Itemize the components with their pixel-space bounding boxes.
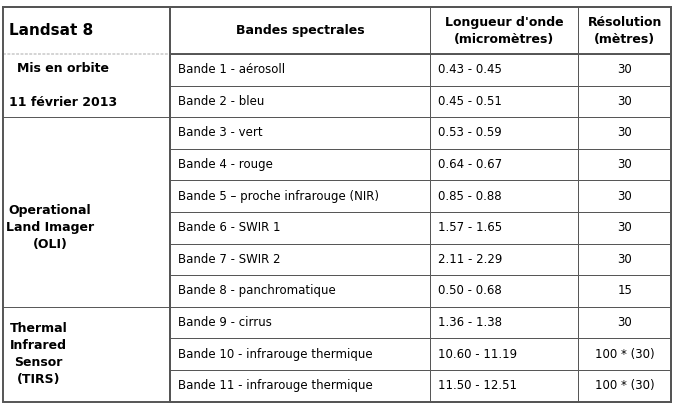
Bar (170, 7, 671, 402)
Text: 0.50 - 0.68: 0.50 - 0.68 (437, 285, 501, 297)
Bar (578, 244, 671, 275)
Text: Bande 5 – proche infrarouge (NIR): Bande 5 – proche infrarouge (NIR) (178, 190, 379, 202)
Bar (429, 212, 578, 244)
Text: 11.50 - 12.51: 11.50 - 12.51 (437, 379, 517, 392)
Text: 30: 30 (617, 126, 632, 139)
Bar (578, 7, 671, 54)
Text: Bande 3 - vert: Bande 3 - vert (178, 126, 263, 139)
Bar (429, 370, 578, 402)
Bar (170, 338, 429, 370)
Text: 10.60 - 11.19: 10.60 - 11.19 (437, 348, 517, 361)
Text: 0.45 - 0.51: 0.45 - 0.51 (437, 95, 501, 108)
Text: Bande 2 - bleu: Bande 2 - bleu (178, 95, 265, 108)
Bar (429, 7, 578, 54)
Text: 0.85 - 0.88: 0.85 - 0.88 (437, 190, 501, 202)
Text: Bande 9 - cirrus: Bande 9 - cirrus (178, 316, 272, 329)
Text: 0.43 - 0.45: 0.43 - 0.45 (437, 63, 501, 76)
Text: 30: 30 (617, 221, 632, 234)
Text: 30: 30 (617, 63, 632, 76)
Bar (578, 275, 671, 307)
Text: 30: 30 (617, 253, 632, 266)
Bar (429, 244, 578, 275)
Bar (578, 149, 671, 180)
Bar (429, 275, 578, 307)
Bar (170, 85, 429, 117)
Bar (578, 85, 671, 117)
Bar (170, 117, 429, 149)
Text: Bandes spectrales: Bandes spectrales (236, 24, 364, 37)
Bar (429, 117, 578, 149)
Bar (429, 149, 578, 180)
Bar (578, 212, 671, 244)
Text: 100 * (30): 100 * (30) (595, 348, 654, 361)
Bar (429, 338, 578, 370)
Bar (170, 212, 429, 244)
Text: 30: 30 (617, 95, 632, 108)
Text: Operational
Land Imager
(OLI): Operational Land Imager (OLI) (6, 204, 94, 251)
Text: 30: 30 (617, 158, 632, 171)
Bar (170, 7, 429, 54)
Text: 30: 30 (617, 190, 632, 202)
Text: Bande 8 - panchromatique: Bande 8 - panchromatique (178, 285, 336, 297)
Text: 100 * (30): 100 * (30) (595, 379, 654, 392)
Bar (170, 370, 429, 402)
Text: Mis en orbite

11 février 2013: Mis en orbite 11 février 2013 (9, 62, 117, 109)
Text: Bande 4 - rouge: Bande 4 - rouge (178, 158, 273, 171)
Bar (170, 149, 429, 180)
Bar (578, 117, 671, 149)
Bar (429, 307, 578, 338)
Bar (170, 244, 429, 275)
Text: 15: 15 (617, 285, 632, 297)
Text: Longueur d'onde
(micromètres): Longueur d'onde (micromètres) (445, 16, 563, 46)
Bar (170, 307, 429, 338)
Text: 0.53 - 0.59: 0.53 - 0.59 (437, 126, 501, 139)
Bar (578, 307, 671, 338)
Text: Thermal
Infrared
Sensor
(TIRS): Thermal Infrared Sensor (TIRS) (9, 322, 67, 386)
Text: Bande 11 - infrarouge thermique: Bande 11 - infrarouge thermique (178, 379, 373, 392)
Bar (578, 370, 671, 402)
Bar (429, 180, 578, 212)
Text: 2.11 - 2.29: 2.11 - 2.29 (437, 253, 502, 266)
Text: Bande 7 - SWIR 2: Bande 7 - SWIR 2 (178, 253, 281, 266)
Bar (429, 54, 578, 85)
Text: Résolution
(mètres): Résolution (mètres) (588, 16, 662, 46)
Bar (578, 338, 671, 370)
Text: Bande 10 - infrarouge thermique: Bande 10 - infrarouge thermique (178, 348, 373, 361)
Bar (578, 180, 671, 212)
Text: Bande 6 - SWIR 1: Bande 6 - SWIR 1 (178, 221, 281, 234)
Bar (170, 54, 429, 85)
Text: 1.36 - 1.38: 1.36 - 1.38 (437, 316, 501, 329)
Text: 1.57 - 1.65: 1.57 - 1.65 (437, 221, 502, 234)
Text: 0.64 - 0.67: 0.64 - 0.67 (437, 158, 502, 171)
Bar (170, 180, 429, 212)
Bar (429, 85, 578, 117)
Bar (170, 275, 429, 307)
Text: Landsat 8: Landsat 8 (9, 23, 94, 38)
Text: Bande 1 - aérosoll: Bande 1 - aérosoll (178, 63, 285, 76)
Text: 30: 30 (617, 316, 632, 329)
Bar (578, 54, 671, 85)
